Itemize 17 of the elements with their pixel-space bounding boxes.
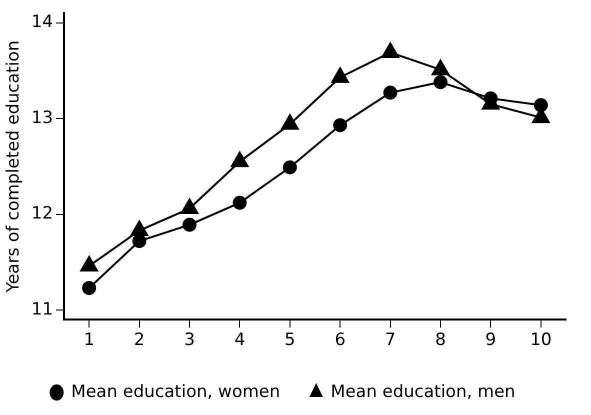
x-tick-label: 1 — [84, 330, 95, 350]
x-tick-label: 8 — [435, 330, 446, 350]
y-tick-label: 11 — [31, 299, 54, 320]
legend-label: Mean education, women — [71, 382, 280, 402]
y-tick-label: 13 — [31, 108, 54, 128]
y-axis-title: Years of completed education — [4, 40, 24, 294]
x-tick-label: 7 — [384, 330, 396, 350]
x-tick-label: 9 — [485, 330, 496, 350]
x-tick-label: 5 — [284, 330, 296, 350]
y-tick-label: 14 — [31, 12, 54, 32]
legend-label: Mean education, men — [330, 382, 516, 402]
x-tick-label: 3 — [184, 330, 195, 350]
x-tick-label: 4 — [234, 330, 246, 350]
y-tick-label: 12 — [31, 204, 54, 224]
x-tick-label: 2 — [134, 330, 145, 350]
x-tick-label: 6 — [334, 330, 346, 350]
x-tick-label: 10 — [530, 330, 552, 350]
